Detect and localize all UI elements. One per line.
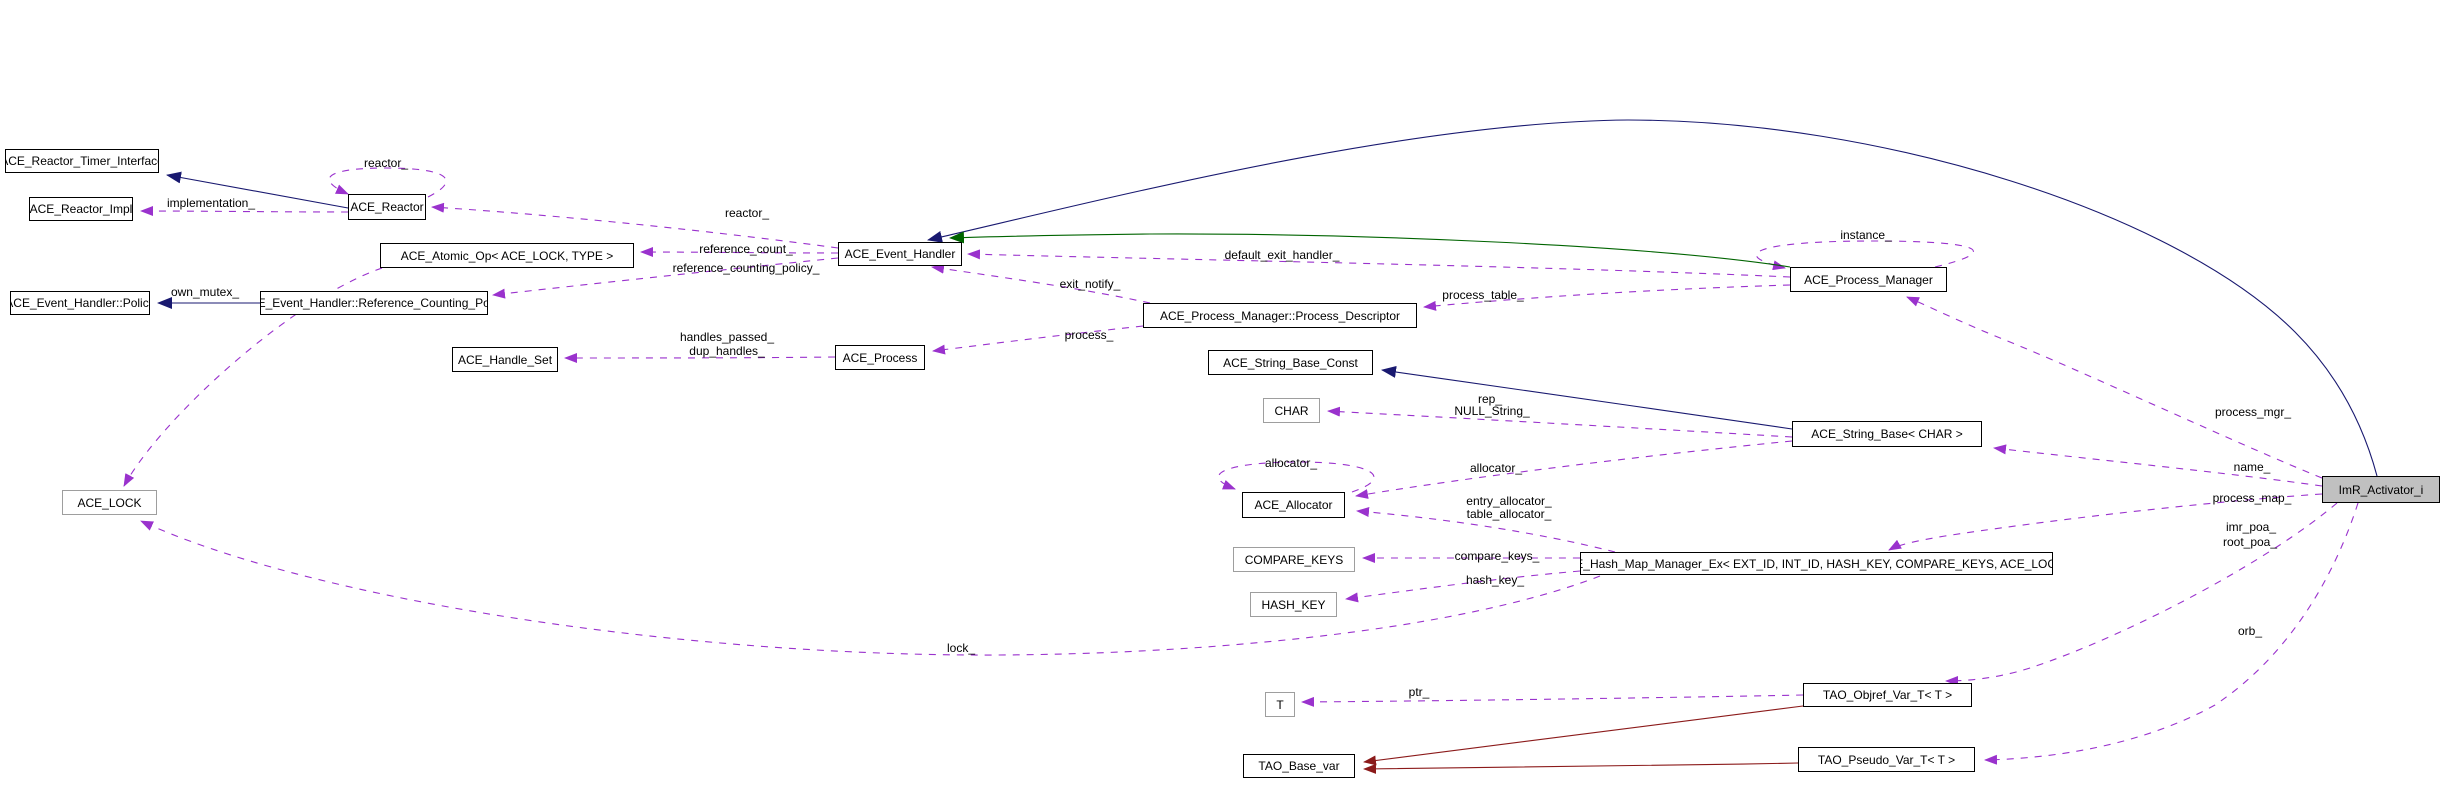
edge-reference-count: [640, 247, 839, 258]
edge-label-process-map: process_map_: [2213, 491, 2292, 505]
edge-label-hash-key: hash_key_: [1466, 573, 1524, 587]
edge-label-orb: orb_: [2238, 624, 2262, 638]
edge-label-null-string: NULL_String_: [1454, 404, 1530, 418]
node-ace-atomic-op[interactable]: ACE_Atomic_Op< ACE_LOCK, TYPE >: [380, 243, 634, 268]
node-ace-event-handler-policy[interactable]: ACE_Event_Handler::Policy: [10, 291, 150, 315]
edge-label-ptr: ptr_: [1409, 685, 1430, 699]
edge-rep-null-string: [1327, 406, 1793, 438]
node-hash-key[interactable]: HASH_KEY: [1250, 592, 1337, 617]
edge-label-reference-count: reference_count_: [699, 242, 793, 256]
edge-label-exit-notify: exit_notify_: [1060, 277, 1121, 291]
edge-label-name: name_: [2234, 460, 2271, 474]
edge-label-dup-handles: dup_handles_: [689, 344, 765, 358]
edge-inherit-base-var-objref: [1363, 705, 1804, 766]
edge-imr-poa-root-poa: [1945, 502, 2338, 686]
edge-process-table: [1423, 284, 1791, 311]
node-ace-process-manager[interactable]: ACE_Process_Manager: [1790, 267, 1947, 292]
edge-process-map: [1888, 493, 2323, 551]
node-ace-process-manager-process-descriptor[interactable]: ACE_Process_Manager::Process_Descriptor: [1143, 303, 1417, 328]
edge-inherit-event-handler-imr: [927, 119, 2378, 477]
edge-reactor: [431, 202, 839, 249]
node-ace-handle-set[interactable]: ACE_Handle_Set: [452, 347, 558, 372]
edge-ptr: [1301, 694, 1804, 707]
edge-label-imr-poa: imr_poa_: [2226, 520, 2276, 534]
edge-instance-self-loop: [1755, 240, 1974, 271]
node-ace-process[interactable]: ACE_Process: [835, 345, 925, 370]
edge-lock: [140, 520, 1601, 656]
edge-label-lock: lock_: [947, 641, 975, 655]
edge-label-allocator-self: allocator_: [1265, 456, 1317, 470]
node-tao-objref-var-t[interactable]: TAO_Objref_Var_T< T >: [1803, 683, 1972, 707]
edge-inherit-string-base-const: [1381, 365, 1793, 430]
edge-reactor-self-loop: [328, 167, 447, 198]
node-ace-lock[interactable]: ACE_LOCK: [62, 490, 157, 515]
edge-label-instance: instance_: [1840, 228, 1892, 242]
edge-label-root-poa: root_poa_: [2223, 535, 2277, 549]
node-compare-keys[interactable]: COMPARE_KEYS: [1233, 547, 1355, 572]
edge-label-own-mutex: own_mutex_: [171, 285, 239, 299]
edge-label-default-exit-handler: default_exit_handler_: [1225, 248, 1340, 262]
edge-implementation: [140, 206, 349, 217]
node-char[interactable]: CHAR: [1263, 398, 1320, 423]
edge-label-handles-passed: handles_passed_: [680, 330, 774, 344]
node-tao-pseudo-var-t[interactable]: TAO_Pseudo_Var_T< T >: [1798, 747, 1975, 772]
edge-entry-table-allocator: [1356, 507, 1616, 553]
edge-label-process-mgr: process_mgr_: [2215, 405, 2291, 419]
edge-reference-counting-policy: [492, 257, 839, 299]
node-ace-event-handler[interactable]: ACE_Event_Handler: [838, 242, 962, 266]
edge-label-compare-keys: compare_keys_: [1455, 549, 1540, 563]
edge-label-reactor: reactor_: [725, 206, 769, 220]
edge-process-mgr: [1906, 296, 2323, 479]
node-ace-reactor[interactable]: ACE_Reactor: [348, 194, 426, 220]
edge-handles-passed: [564, 352, 836, 363]
edge-label-rep: rep_: [1478, 392, 1502, 406]
node-ace-allocator[interactable]: ACE_Allocator: [1242, 492, 1345, 518]
node-ace-event-handler-reference-counting-policy[interactable]: ACE_Event_Handler::Reference_Counting_Po…: [260, 291, 488, 315]
edge-orb: [1984, 502, 2359, 765]
edge-label-implementation: implementation_: [167, 196, 255, 210]
node-ace-string-base-const[interactable]: ACE_String_Base_Const: [1208, 350, 1373, 375]
node-ace-string-base-char[interactable]: ACE_String_Base< CHAR >: [1792, 421, 1982, 447]
edge-inherit-event-handler-protected: [949, 231, 1791, 268]
node-ace-reactor-timer-interface[interactable]: ACE_Reactor_Timer_Interface: [5, 149, 159, 173]
edge-process: [932, 325, 1144, 355]
node-ace-reactor-impl[interactable]: ACE_Reactor_Impl: [29, 197, 133, 221]
edge-default-exit-handler: [967, 249, 1791, 278]
edge-label-process-table: process_table_: [1442, 288, 1524, 302]
edge-name: [1993, 444, 2323, 487]
edge-label-table-allocator: table_allocator_: [1467, 507, 1552, 521]
node-imr-activator-i[interactable]: ImR_Activator_i: [2322, 476, 2440, 503]
edge-own-mutex: [123, 267, 383, 487]
edge-inherit-reactor-timer-interface: [166, 171, 349, 209]
edge-label-reactor-self: reactor_: [364, 156, 408, 170]
edge-inherit-base-var-pseudo: [1363, 762, 1799, 774]
edge-label-process: process_: [1065, 328, 1114, 342]
edge-hash-key: [1345, 570, 1581, 603]
node-t[interactable]: T: [1265, 692, 1295, 717]
edge-allocator: [1355, 440, 1793, 499]
edge-label-reference-counting-policy: reference_counting_policy_: [673, 261, 820, 275]
node-tao-base-var[interactable]: TAO_Base_var: [1243, 754, 1355, 778]
edge-label-allocator: allocator_: [1470, 461, 1522, 475]
node-ace-hash-map-manager-ex[interactable]: ACE_Hash_Map_Manager_Ex< EXT_ID, INT_ID,…: [1580, 552, 2053, 575]
edge-label-entry-allocator: entry_allocator_: [1466, 494, 1552, 508]
